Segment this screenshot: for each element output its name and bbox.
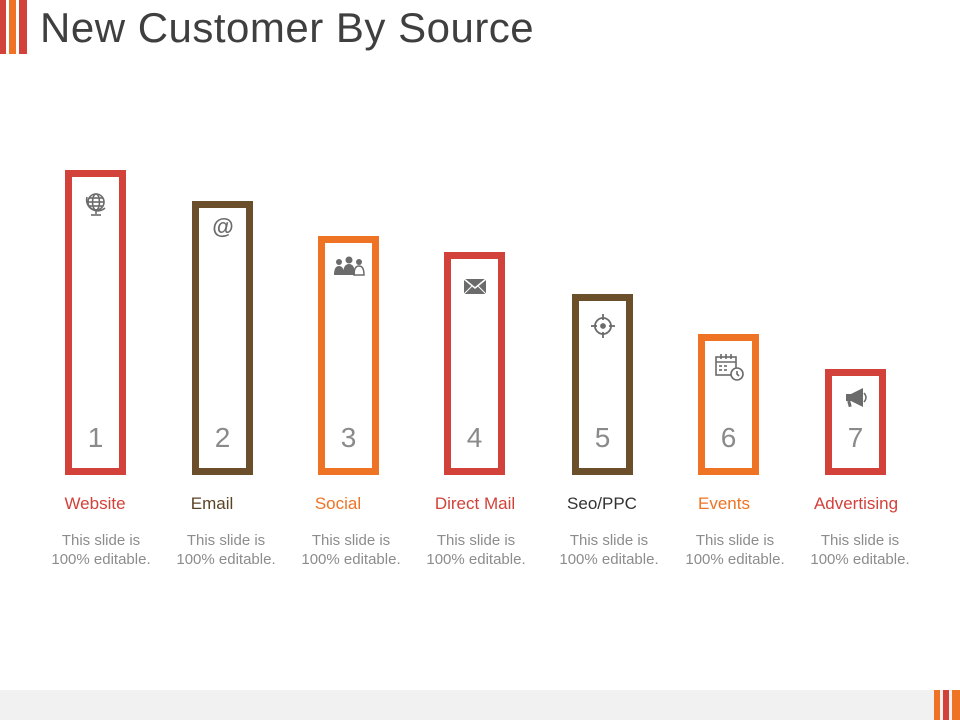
desc-line: This slide is bbox=[186, 532, 266, 549]
desc-website: This slide is 100% editable. bbox=[36, 531, 166, 569]
corner-stripes bbox=[0, 0, 32, 54]
label-advertising: Advertising bbox=[813, 494, 899, 513]
envelope-icon bbox=[462, 273, 488, 299]
desc-social: This slide is 100% editable. bbox=[286, 531, 416, 569]
people-icon bbox=[331, 253, 367, 279]
desc-line: 100% editable. bbox=[426, 551, 526, 568]
bar-social: 3 bbox=[318, 236, 379, 475]
desc-line: 100% editable. bbox=[559, 551, 659, 568]
bar-website: 1 bbox=[65, 170, 126, 475]
bar-number: 4 bbox=[466, 422, 483, 453]
calendar-clock-icon bbox=[713, 351, 745, 383]
label-events: Events bbox=[698, 494, 750, 513]
desc-line: 100% editable. bbox=[176, 551, 276, 568]
desc-line: This slide is bbox=[695, 532, 775, 549]
desc-line: This slide is bbox=[820, 532, 900, 549]
label-website: Website bbox=[64, 494, 126, 513]
desc-line: This slide is bbox=[569, 532, 649, 549]
page-title: New Customer By Source bbox=[40, 4, 535, 51]
desc-line: 100% editable. bbox=[810, 551, 910, 568]
bar-number: 5 bbox=[594, 422, 611, 453]
desc-line: 100% editable. bbox=[301, 551, 401, 568]
desc-line: 100% editable. bbox=[685, 551, 785, 568]
bar-email: @ 2 bbox=[192, 201, 253, 475]
megaphone-icon bbox=[843, 384, 869, 410]
desc-line: This slide is bbox=[311, 532, 391, 549]
desc-direct-mail: This slide is 100% editable. bbox=[411, 531, 541, 569]
bar-number: 1 bbox=[87, 422, 104, 453]
bar-number: 2 bbox=[214, 422, 231, 453]
bar-number: 6 bbox=[720, 422, 737, 453]
desc-events: This slide is 100% editable. bbox=[670, 531, 800, 569]
label-social: Social bbox=[314, 494, 362, 513]
label-seo-ppc: Seo/PPC bbox=[567, 494, 637, 513]
globe-icon bbox=[83, 191, 109, 217]
label-email: Email bbox=[190, 494, 234, 513]
at-sign-icon: @ bbox=[210, 214, 236, 240]
desc-line: This slide is bbox=[436, 532, 516, 549]
desc-line: This slide is bbox=[61, 532, 141, 549]
bar-number: 7 bbox=[847, 422, 864, 453]
svg-text:@: @ bbox=[212, 214, 233, 239]
bar-advertising: 7 bbox=[825, 369, 886, 475]
desc-email: This slide is 100% editable. bbox=[161, 531, 291, 569]
bar-number: 3 bbox=[340, 422, 357, 453]
desc-line: 100% editable. bbox=[51, 551, 151, 568]
desc-seo-ppc: This slide is 100% editable. bbox=[544, 531, 674, 569]
label-direct-mail: Direct Mail bbox=[434, 494, 516, 513]
bar-seo-ppc: 5 bbox=[572, 294, 633, 475]
footer-band bbox=[0, 690, 960, 720]
target-icon bbox=[590, 313, 616, 339]
bar-direct-mail: 4 bbox=[444, 252, 505, 475]
desc-advertising: This slide is 100% editable. bbox=[795, 531, 925, 569]
footer-stripes bbox=[934, 690, 960, 720]
bar-events: 6 bbox=[698, 334, 759, 475]
